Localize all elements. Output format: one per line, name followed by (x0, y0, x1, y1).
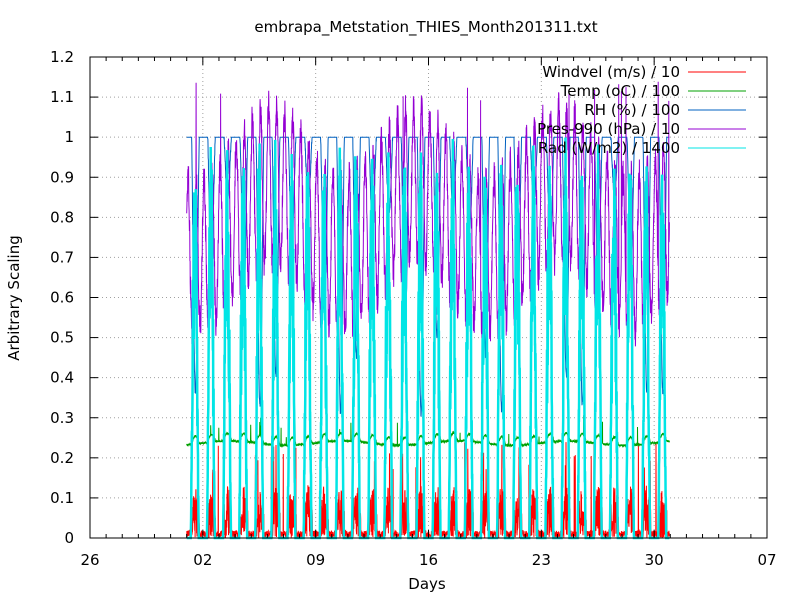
legend-label: Temp (oC) / 100 (560, 82, 680, 100)
x-tick-label: 23 (532, 551, 551, 569)
y-tick-label: 1 (64, 128, 74, 146)
legend-label: Pres-990 (hPa) / 10 (537, 120, 680, 138)
legend-label: RH (%) / 100 (584, 101, 680, 119)
x-tick-label: 16 (419, 551, 438, 569)
x-tick-label: 07 (757, 551, 776, 569)
y-tick-label: 0 (64, 529, 74, 547)
y-tick-label: 0.3 (50, 409, 74, 427)
y-tick-label: 0.8 (50, 208, 74, 226)
x-axis-label: Days (408, 575, 446, 593)
series-line-1 (186, 442, 670, 540)
y-tick-label: 0.5 (50, 329, 74, 347)
x-tick-label: 09 (306, 551, 325, 569)
y-tick-label: 1.2 (50, 48, 74, 66)
x-tick-label: 26 (80, 551, 99, 569)
legend-label: Rad (W/m2) / 1400 (538, 139, 680, 157)
series-line-4 (186, 81, 670, 347)
y-tick-label: 0.7 (50, 248, 74, 266)
legend-label: Windvel (m/s) / 10 (542, 63, 680, 81)
x-tick-label: 30 (645, 551, 664, 569)
y-tick-label: 0.4 (50, 369, 74, 387)
y-tick-label: 1.1 (50, 88, 74, 106)
axis-ticks: 0 0.1 0.2 0.3 0.4 0.5 0.6 0.7 0.8 0.9 1 1.1 1.2 26 02 0… (50, 48, 776, 569)
y-tick-label: 0.9 (50, 168, 74, 186)
y-tick-label: 0.1 (50, 489, 74, 507)
series-line-2 (186, 415, 670, 449)
y-tick-label: 0.2 (50, 449, 74, 467)
y-tick-label: 0.6 (50, 289, 74, 307)
x-tick-label: 02 (193, 551, 212, 569)
chart-title: embrapa_Metstation_THIES_Month201311.txt (254, 18, 597, 37)
y-axis-label: Arbitrary Scaling (5, 235, 23, 361)
